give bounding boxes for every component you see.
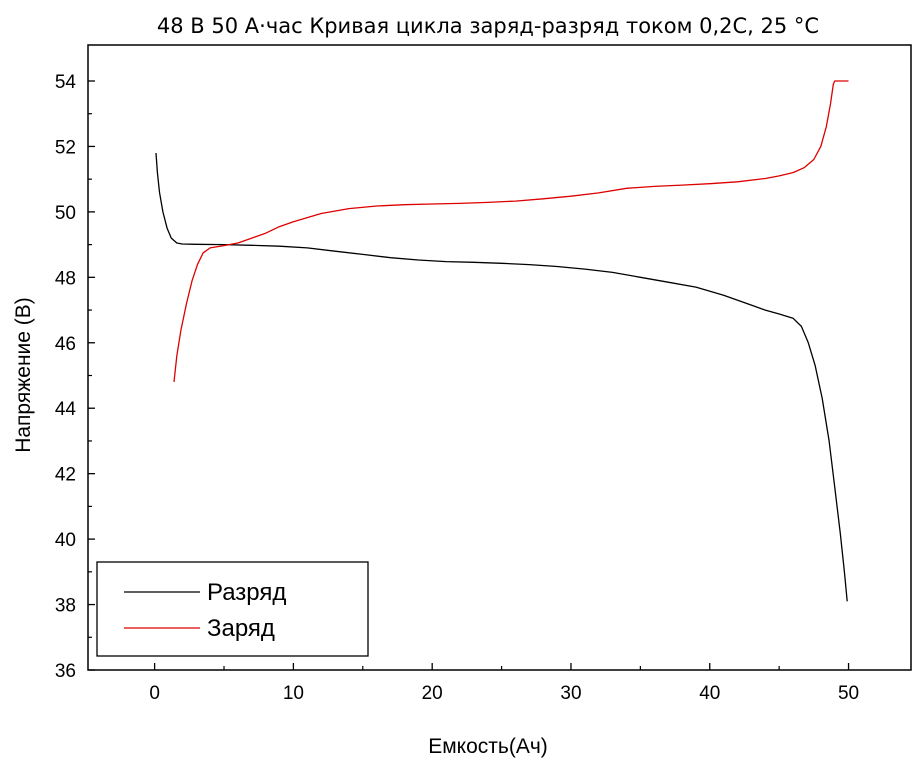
- y-axis-label: Напряжение (В): [12, 297, 35, 453]
- chart-title: 48 В 50 А·час Кривая цикла заряд-разряд …: [157, 14, 819, 38]
- legend-box: [96, 561, 369, 657]
- y-tick-label: 44: [55, 399, 77, 420]
- legend-label-charge: Заряд: [207, 615, 275, 642]
- y-tick-label: 50: [55, 203, 76, 224]
- y-tick-label: 42: [55, 465, 76, 486]
- x-tick-label: 20: [422, 683, 443, 704]
- plot-frame: [87, 44, 912, 671]
- legend: Разряд Заряд: [96, 561, 369, 657]
- y-tick-label: 46: [55, 334, 76, 355]
- series-line-discharge: [155, 152, 848, 602]
- x-tick-label: 40: [699, 683, 720, 704]
- y-tick-label: 48: [55, 268, 76, 289]
- y-axis-ticks: 36 38 40 42 44 46 48 50 52 54: [55, 72, 95, 682]
- x-tick-label: 30: [560, 683, 581, 704]
- y-tick-label: 40: [55, 530, 76, 551]
- legend-label-discharge: Разряд: [207, 579, 286, 606]
- x-tick-label: 50: [838, 683, 859, 704]
- series-line-charge: [173, 80, 849, 383]
- y-tick-label: 38: [55, 596, 76, 617]
- series-lines: [155, 80, 849, 602]
- y-tick-label: 52: [55, 137, 76, 158]
- y-tick-label: 36: [55, 661, 76, 682]
- x-tick-label: 0: [149, 683, 160, 704]
- y-tick-label: 54: [55, 72, 77, 93]
- x-tick-label: 10: [283, 683, 304, 704]
- x-axis-ticks: 0 10 20 30 40 50: [149, 663, 859, 704]
- plot-border: [87, 44, 912, 671]
- x-axis-label: Емкость(Ач): [428, 735, 548, 758]
